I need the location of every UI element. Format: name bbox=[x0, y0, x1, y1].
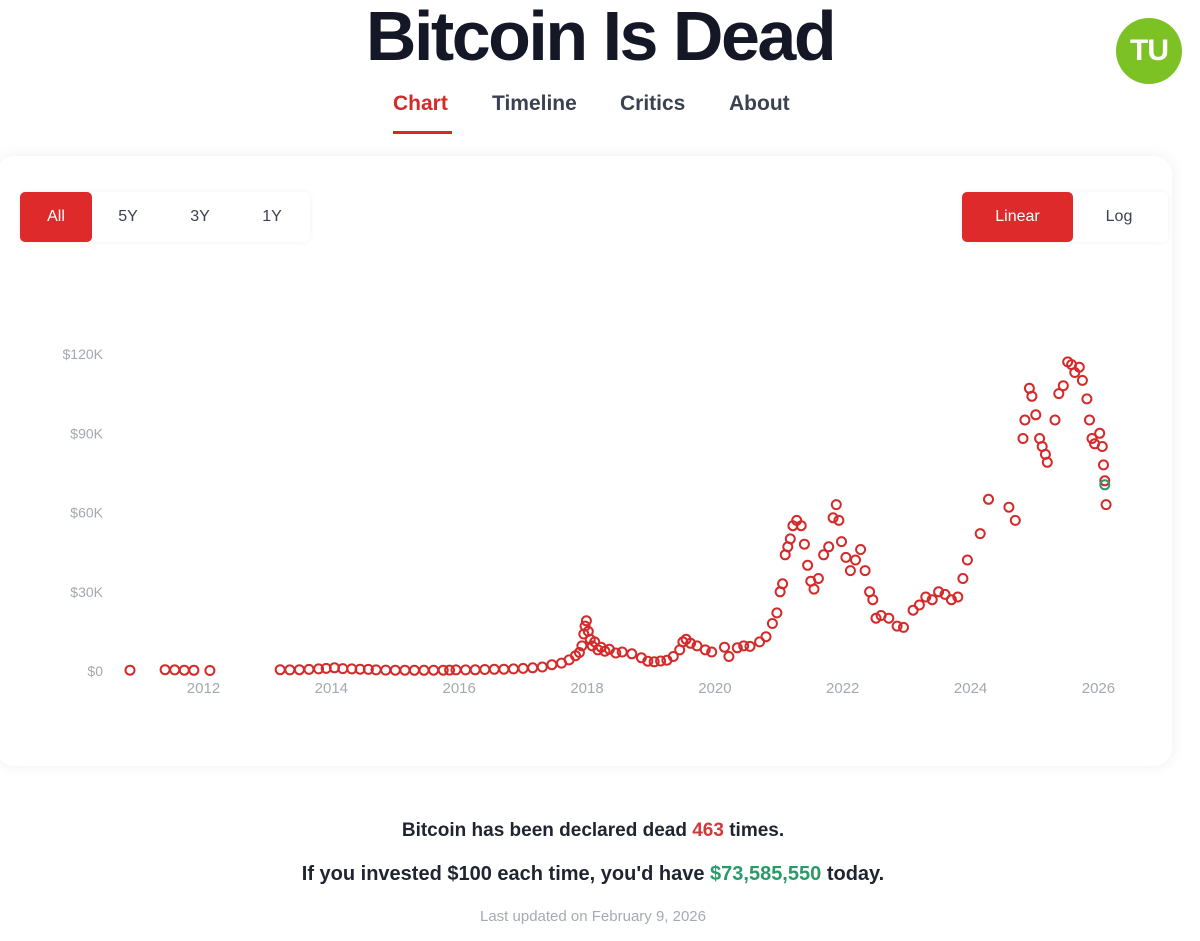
tab-about[interactable]: About bbox=[729, 92, 790, 115]
death-count: 463 bbox=[692, 820, 724, 841]
range-5y-button[interactable]: 5Y bbox=[118, 208, 138, 225]
scale-linear-button[interactable]: Linear bbox=[962, 192, 1073, 242]
active-tab-indicator bbox=[393, 131, 452, 134]
tab-critics[interactable]: Critics bbox=[620, 92, 686, 115]
summary-text-4: today. bbox=[826, 863, 885, 885]
scale-selector: Linear Log bbox=[962, 192, 1168, 242]
range-all-button[interactable]: All bbox=[20, 192, 92, 242]
investment-value: $73,585,550 bbox=[710, 863, 822, 885]
site-title: Bitcoin Is Dead bbox=[365, 0, 837, 75]
summary-text-1: Bitcoin has been declared dead bbox=[401, 820, 687, 841]
chart-card bbox=[0, 156, 1172, 766]
investment-line: If you invested $100 each time, you'd ha… bbox=[0, 863, 1186, 886]
scale-log-button[interactable]: Log bbox=[1105, 208, 1133, 225]
main-nav: Chart Timeline Critics About bbox=[0, 88, 1200, 138]
summary-text-2: times. bbox=[729, 820, 785, 841]
summary-text-3: If you invested $100 each time, you'd ha… bbox=[301, 863, 705, 885]
range-3y-button[interactable]: 3Y bbox=[190, 208, 210, 225]
time-range-selector: All 5Y 3Y 1Y bbox=[20, 192, 310, 242]
tab-chart[interactable]: Chart bbox=[393, 92, 448, 115]
range-1y-button[interactable]: 1Y bbox=[262, 208, 282, 225]
last-updated: Last updated on February 9, 2026 bbox=[480, 908, 706, 925]
dead-count-line: Bitcoin has been declared dead 463 times… bbox=[0, 820, 1186, 842]
tu-logo: TU bbox=[1116, 18, 1182, 84]
tab-timeline[interactable]: Timeline bbox=[492, 92, 577, 115]
